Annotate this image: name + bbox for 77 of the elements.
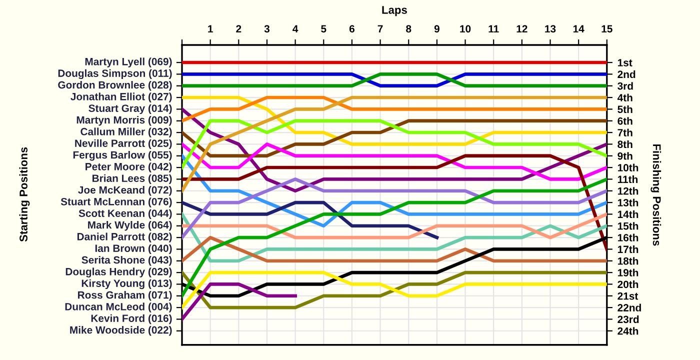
x-tick-label: 14 [573, 25, 584, 32]
y-tick-label: 6th [618, 117, 632, 125]
line-series [182, 154, 607, 251]
text: Gordon Brownlee (028) [58, 80, 172, 91]
text: Douglas Simpson (011) [58, 69, 172, 80]
x-tick-label: 15 [602, 25, 612, 33]
text: Daniel Parrott (082) [77, 232, 172, 242]
y-tick-label: 20th [618, 280, 638, 288]
y-tick-label: 13th [618, 198, 638, 206]
x-tick-label: 2 [236, 25, 242, 32]
x-tick-label: 5 [321, 25, 326, 33]
text: Fergus Barlow (055) [73, 150, 172, 161]
text: Mike Woodside (022) [70, 326, 172, 336]
x-tick-label: 9 [434, 25, 440, 33]
y-tick-label: 23rd [618, 315, 639, 324]
text: Callum Miller (032) [80, 128, 172, 138]
x-axis-title: Laps [382, 6, 407, 16]
text: Kirsty Young (013) [82, 279, 172, 290]
line-series [182, 96, 607, 146]
y-tick-label: 8th [618, 140, 632, 148]
text: Neville Parrott (025) [75, 139, 172, 150]
x-tick-label: 12 [516, 25, 528, 32]
line-series [182, 200, 439, 240]
x-tick-label: 4 [292, 25, 298, 32]
y-tick-label: 1st [618, 59, 632, 66]
x-tick-label: 8 [406, 25, 412, 33]
text: Joe McKeand (072) [78, 186, 172, 196]
x-tick-label: 10 [460, 25, 471, 33]
y-tick-label: 24th [618, 327, 638, 335]
y-tick-label: 12th [618, 187, 638, 195]
y-tick-label: 15th [618, 222, 638, 230]
text: Kevin Ford (016) [91, 314, 172, 324]
y-tick-label: 3rd [618, 82, 633, 90]
y-tick-label: 4th [617, 94, 632, 102]
text: Jonathan Elliot (027) [70, 92, 172, 102]
text: Brian Lees (085) [92, 174, 172, 184]
x-tick-label: 11 [488, 25, 499, 32]
text: Stuart McLennan (076) [60, 198, 172, 208]
x-tick-label: 1 [208, 25, 213, 32]
line-series [182, 212, 607, 263]
text: Ian Brown (040) [95, 244, 172, 254]
text: Peter Moore (042) [86, 162, 172, 172]
text: Stuart Gray (014) [88, 104, 172, 114]
y-tick-label: 16th [618, 234, 638, 242]
text: Scott Keenan (044) [78, 209, 172, 220]
y-tick-label: 17th [618, 245, 638, 254]
line-series [182, 119, 607, 158]
line-series [182, 178, 607, 298]
line-series [182, 178, 607, 240]
text: Martyn Morris (009) [76, 116, 172, 126]
y-tick-label: 18th [618, 257, 638, 265]
y-tick-label: 5th [618, 105, 632, 114]
y-axis-title: Finishing Positions [650, 144, 662, 246]
text: Starting Positions [19, 147, 30, 242]
y-tick-label: 11th [618, 175, 638, 184]
line-series [182, 119, 607, 170]
x-tick-label: 3 [264, 25, 270, 33]
text: Duncan McLeod (004) [65, 302, 172, 312]
x-tick-label: 13 [545, 25, 556, 33]
y-tick-label: 22nd [618, 304, 641, 312]
text: Mark Wylde (064) [88, 221, 172, 231]
text: Ross Graham (071) [78, 291, 172, 301]
line-series [182, 142, 607, 181]
x-tick-label: 6 [349, 25, 354, 33]
y-tick-label: 19th [618, 268, 638, 276]
line-series [182, 270, 607, 310]
x-tick-label: 7 [378, 25, 383, 32]
y-tick-label: 10th [618, 164, 638, 172]
y-tick-label: 2nd [618, 70, 636, 78]
y-tick-label: 9th [618, 152, 632, 160]
y-tick-label: 21st [618, 292, 638, 300]
text: Serita Shone (043) [82, 256, 172, 266]
y-tick-label: 7th [618, 128, 632, 136]
text: Martyn Lyell (069) [85, 58, 172, 68]
y-tick-label: 14th [618, 210, 638, 218]
line-series [182, 154, 607, 228]
text: Douglas Hendry (029) [66, 268, 172, 278]
